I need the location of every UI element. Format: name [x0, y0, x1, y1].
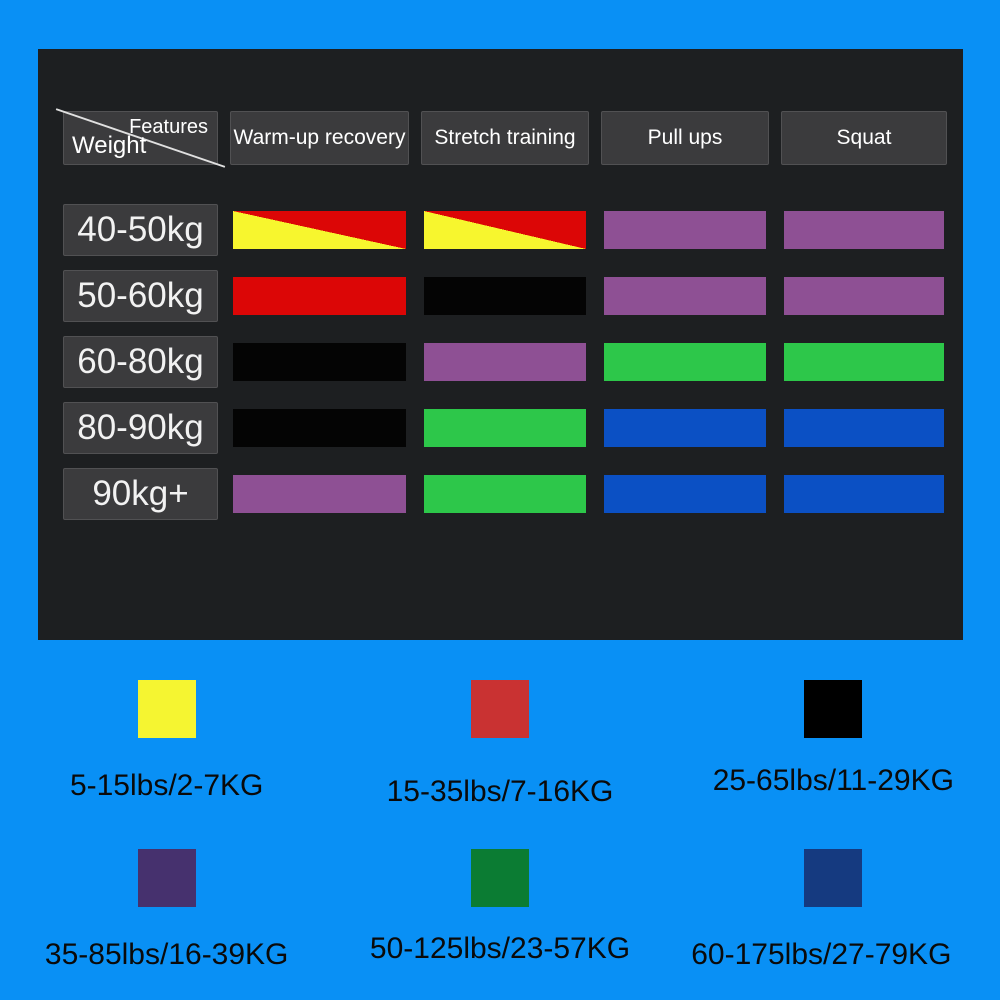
matrix-cell — [601, 468, 769, 520]
band-selection-table: Features Weight Warm-up recovery Stretch… — [55, 108, 947, 534]
legend-row: 5-15lbs/2-7KG 15-35lbs/7-16KG 25-65lbs/1… — [0, 680, 1000, 808]
row-label-50-60kg: 50-60kg — [63, 270, 218, 322]
column-header-pull-ups: Pull ups — [601, 111, 769, 165]
corner-label-features: Features — [129, 116, 208, 138]
resistance-band-bar — [784, 409, 944, 447]
corner-label-weight: Weight — [72, 132, 147, 159]
column-header-stretch-training: Stretch training — [421, 111, 589, 165]
column-header-squat: Squat — [781, 111, 947, 165]
row-label-40-50kg: 40-50kg — [63, 204, 218, 256]
table-row: 40-50kg — [63, 204, 947, 256]
table-row: 60-80kg — [63, 336, 947, 388]
matrix-cell — [421, 270, 589, 322]
legend-label: 50-125lbs/23-57KG — [369, 932, 631, 965]
green-band-swatch — [470, 849, 529, 907]
matrix-cell — [421, 204, 589, 256]
resistance-band-bar — [604, 409, 766, 447]
row-label-60-80kg: 60-80kg — [63, 336, 218, 388]
table-header-row: Features Weight Warm-up recovery Stretch… — [55, 108, 947, 168]
resistance-band-bar — [424, 211, 586, 249]
matrix-cell — [601, 336, 769, 388]
matrix-cell — [601, 270, 769, 322]
resistance-band-bar — [784, 277, 944, 315]
resistance-band-bar — [604, 475, 766, 513]
legend-label: 15-35lbs/7-16KG — [386, 775, 614, 808]
legend-row: 35-85lbs/16-39KG 50-125lbs/23-57KG 60-17… — [0, 849, 1000, 972]
chart-panel: Features Weight Warm-up recovery Stretch… — [38, 49, 963, 640]
resistance-band-bar — [233, 211, 406, 249]
matrix-cell — [781, 336, 947, 388]
black-band-swatch — [804, 680, 863, 738]
row-label-90kg-plus: 90kg+ — [63, 468, 218, 520]
resistance-band-bar — [604, 343, 766, 381]
table-row: 90kg+ — [63, 468, 947, 520]
resistance-band-bar — [784, 475, 944, 513]
resistance-band-bar — [604, 211, 766, 249]
column-header-warm-up-recovery: Warm-up recovery — [230, 111, 409, 165]
purple-band-swatch — [137, 849, 196, 907]
legend-item-black: 25-65lbs/11-29KG — [667, 680, 1000, 803]
matrix-cell — [421, 468, 589, 520]
resistance-band-bar — [784, 343, 944, 381]
legend-item-yellow: 5-15lbs/2-7KG — [0, 680, 333, 803]
resistance-band-bar — [424, 277, 586, 315]
red-band-swatch — [470, 680, 529, 738]
diagonal-divider-line — [55, 108, 226, 168]
resistance-band-bar — [233, 343, 406, 381]
legend-item-purple: 35-85lbs/16-39KG — [0, 849, 333, 972]
legend-label: 5-15lbs/2-7KG — [69, 769, 264, 802]
resistance-band-bar — [784, 211, 944, 249]
resistance-band-bar — [233, 475, 406, 513]
legend-item-green: 50-125lbs/23-57KG — [333, 849, 666, 972]
legend-label: 60-175lbs/27-79KG — [691, 938, 952, 971]
matrix-cell — [230, 270, 409, 322]
table-row: 80-90kg — [63, 402, 947, 454]
matrix-cell — [781, 468, 947, 520]
legend-label: 35-85lbs/16-39KG — [44, 938, 289, 971]
matrix-cell — [230, 204, 409, 256]
matrix-cell — [421, 402, 589, 454]
resistance-band-bar — [233, 409, 406, 447]
resistance-band-bar — [424, 475, 586, 513]
matrix-cell — [601, 402, 769, 454]
matrix-cell — [230, 336, 409, 388]
resistance-band-bar — [604, 277, 766, 315]
legend-item-blue: 60-175lbs/27-79KG — [667, 849, 1000, 972]
matrix-cell — [601, 204, 769, 256]
table-row: 50-60kg — [63, 270, 947, 322]
row-label-80-90kg: 80-90kg — [63, 402, 218, 454]
resistance-band-bar — [424, 343, 586, 381]
blue-band-swatch — [804, 849, 863, 907]
corner-cell-features-weight: Features Weight — [55, 108, 226, 168]
legend: 5-15lbs/2-7KG 15-35lbs/7-16KG 25-65lbs/1… — [0, 680, 1000, 972]
matrix-cell — [230, 468, 409, 520]
matrix-cell — [781, 270, 947, 322]
resistance-band-bar — [233, 277, 406, 315]
matrix-cell — [781, 402, 947, 454]
resistance-band-bar — [424, 409, 586, 447]
legend-item-red: 15-35lbs/7-16KG — [333, 680, 666, 808]
matrix-cell — [421, 336, 589, 388]
matrix-cell — [230, 402, 409, 454]
matrix-cell — [781, 204, 947, 256]
yellow-band-swatch — [137, 680, 196, 738]
legend-label: 25-65lbs/11-29KG — [712, 764, 954, 797]
